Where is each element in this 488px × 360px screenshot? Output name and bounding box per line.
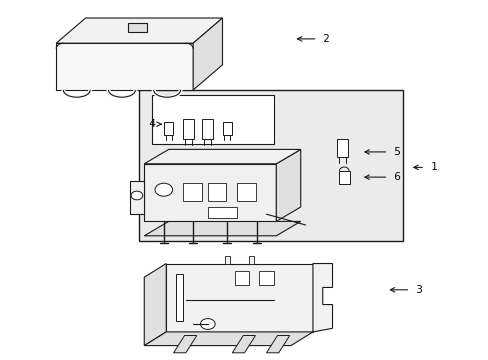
Polygon shape bbox=[144, 164, 276, 221]
Polygon shape bbox=[223, 122, 231, 135]
Polygon shape bbox=[183, 119, 193, 139]
Bar bbox=[176, 274, 183, 321]
Polygon shape bbox=[173, 336, 196, 353]
Polygon shape bbox=[276, 149, 300, 221]
Bar bbox=[139, 90, 403, 241]
Text: 4: 4 bbox=[145, 119, 161, 129]
Bar bbox=[224, 256, 229, 264]
Polygon shape bbox=[193, 18, 222, 90]
Polygon shape bbox=[144, 221, 300, 236]
Text: 6: 6 bbox=[364, 172, 400, 182]
Polygon shape bbox=[232, 336, 255, 353]
Bar bbox=[237, 183, 255, 201]
Bar bbox=[128, 23, 147, 32]
Bar bbox=[234, 271, 249, 285]
Bar bbox=[249, 256, 254, 264]
Text: 1: 1 bbox=[413, 162, 437, 172]
Bar bbox=[259, 271, 273, 285]
Polygon shape bbox=[129, 181, 144, 214]
Polygon shape bbox=[166, 264, 312, 332]
Bar bbox=[207, 183, 226, 201]
Polygon shape bbox=[144, 264, 166, 346]
Text: 3: 3 bbox=[389, 285, 422, 295]
Text: 5: 5 bbox=[364, 147, 400, 157]
Bar bbox=[151, 95, 273, 144]
Polygon shape bbox=[266, 336, 289, 353]
Circle shape bbox=[155, 183, 172, 196]
Circle shape bbox=[200, 319, 215, 329]
Bar bbox=[183, 183, 202, 201]
Polygon shape bbox=[336, 139, 347, 157]
Polygon shape bbox=[164, 122, 173, 135]
Polygon shape bbox=[56, 43, 193, 90]
Polygon shape bbox=[144, 332, 312, 346]
Polygon shape bbox=[338, 171, 349, 184]
Bar bbox=[207, 207, 237, 218]
Polygon shape bbox=[312, 264, 332, 332]
Polygon shape bbox=[202, 119, 213, 139]
Polygon shape bbox=[144, 149, 300, 164]
Polygon shape bbox=[56, 18, 222, 43]
Circle shape bbox=[131, 191, 142, 200]
Text: 2: 2 bbox=[297, 34, 329, 44]
